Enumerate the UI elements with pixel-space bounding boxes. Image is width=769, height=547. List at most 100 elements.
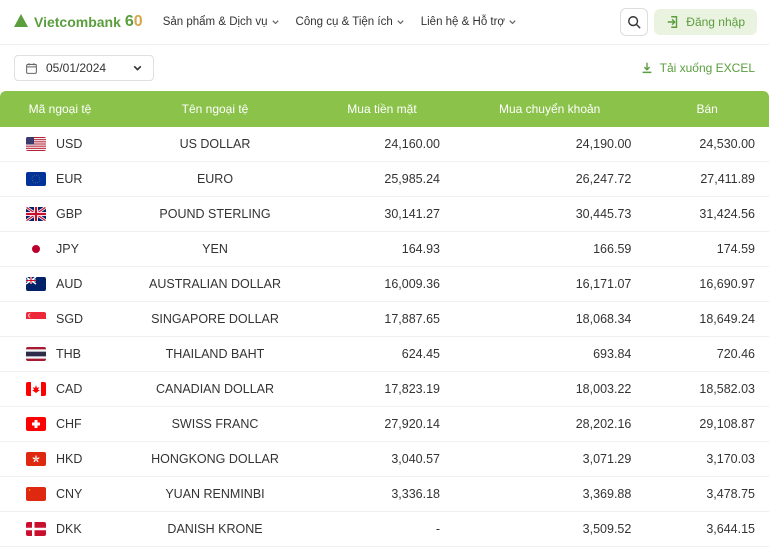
- cell-sell: 24,530.00: [645, 127, 769, 162]
- table-row: CNYYUAN RENMINBI3,336.183,369.883,478.75: [0, 477, 769, 512]
- logo-text: Vietcombank: [34, 14, 121, 30]
- cell-name: POUND STERLING: [120, 197, 310, 232]
- cell-sell: 3,644.15: [645, 512, 769, 547]
- flag-icon: [26, 172, 46, 186]
- cell-cash: 17,823.19: [310, 372, 454, 407]
- cell-name: US DOLLAR: [120, 127, 310, 162]
- flag-icon: [26, 277, 46, 291]
- cell-code: HKD: [0, 442, 120, 477]
- cell-code: USD: [0, 127, 120, 162]
- cell-sell: 31,424.56: [645, 197, 769, 232]
- download-icon: [640, 61, 654, 75]
- cell-name: THAILAND BAHT: [120, 337, 310, 372]
- download-label: Tải xuống EXCEL: [660, 61, 755, 75]
- logo-icon: [12, 13, 30, 31]
- cell-transfer: 166.59: [454, 232, 645, 267]
- cell-name: DANISH KRONE: [120, 512, 310, 547]
- cell-code: CNY: [0, 477, 120, 512]
- flag-icon: [26, 312, 46, 326]
- cell-sell: 3,170.03: [645, 442, 769, 477]
- cell-code: GBP: [0, 197, 120, 232]
- cell-sell: 3,478.75: [645, 477, 769, 512]
- col-code: Mã ngoại tệ: [0, 91, 120, 127]
- flag-icon: [26, 207, 46, 221]
- cell-code: JPY: [0, 232, 120, 267]
- table-body: USDUS DOLLAR24,160.0024,190.0024,530.00E…: [0, 127, 769, 547]
- currency-code: HKD: [56, 452, 82, 466]
- cell-transfer: 3,071.29: [454, 442, 645, 477]
- cell-cash: 24,160.00: [310, 127, 454, 162]
- cell-sell: 18,582.03: [645, 372, 769, 407]
- table-row: DKKDANISH KRONE-3,509.523,644.15: [0, 512, 769, 547]
- cell-cash: 30,141.27: [310, 197, 454, 232]
- cell-sell: 27,411.89: [645, 162, 769, 197]
- table-row: THBTHAILAND BAHT624.45693.84720.46: [0, 337, 769, 372]
- chevron-down-icon: [271, 18, 280, 27]
- cell-transfer: 18,068.34: [454, 302, 645, 337]
- nav-tools[interactable]: Công cụ & Tiện ích: [290, 12, 411, 32]
- table-row: USDUS DOLLAR24,160.0024,190.0024,530.00: [0, 127, 769, 162]
- cell-code: CHF: [0, 407, 120, 442]
- cell-code: SGD: [0, 302, 120, 337]
- cell-sell: 16,690.97: [645, 267, 769, 302]
- cell-code: CAD: [0, 372, 120, 407]
- cell-sell: 29,108.87: [645, 407, 769, 442]
- cell-transfer: 3,509.52: [454, 512, 645, 547]
- currency-code: THB: [56, 347, 81, 361]
- cell-cash: 3,040.57: [310, 442, 454, 477]
- cell-name: SWISS FRANC: [120, 407, 310, 442]
- toolbar: 05/01/2024 Tải xuống EXCEL: [0, 45, 769, 91]
- col-cash: Mua tiền mặt: [310, 91, 454, 127]
- cell-cash: 3,336.18: [310, 477, 454, 512]
- cell-name: AUSTRALIAN DOLLAR: [120, 267, 310, 302]
- nav: Sản phẩm & Dịch vụ Công cụ & Tiện ích Li…: [157, 12, 523, 32]
- col-sell: Bán: [645, 91, 769, 127]
- nav-label: Liên hệ & Hỗ trợ: [421, 16, 505, 28]
- cell-cash: 25,985.24: [310, 162, 454, 197]
- exchange-rate-table: Mã ngoại tệ Tên ngoại tệ Mua tiền mặt Mu…: [0, 91, 769, 547]
- table-row: AUDAUSTRALIAN DOLLAR16,009.3616,171.0716…: [0, 267, 769, 302]
- cell-transfer: 30,445.73: [454, 197, 645, 232]
- download-excel-link[interactable]: Tải xuống EXCEL: [640, 61, 755, 75]
- currency-code: CNY: [56, 487, 82, 501]
- cell-sell: 174.59: [645, 232, 769, 267]
- cell-code: AUD: [0, 267, 120, 302]
- table-row: CHFSWISS FRANC27,920.1428,202.1629,108.8…: [0, 407, 769, 442]
- login-button[interactable]: Đăng nhập: [654, 9, 757, 35]
- cell-code: DKK: [0, 512, 120, 547]
- header: Vietcombank 60 Sản phẩm & Dịch vụ Công c…: [0, 0, 769, 45]
- flag-icon: [26, 347, 46, 361]
- table-row: EUREURO25,985.2426,247.7227,411.89: [0, 162, 769, 197]
- currency-code: CHF: [56, 417, 82, 431]
- cell-cash: 164.93: [310, 232, 454, 267]
- cell-cash: 16,009.36: [310, 267, 454, 302]
- date-value: 05/01/2024: [46, 61, 106, 75]
- table-header: Mã ngoại tệ Tên ngoại tệ Mua tiền mặt Mu…: [0, 91, 769, 127]
- flag-icon: [26, 137, 46, 151]
- cell-name: YEN: [120, 232, 310, 267]
- cell-name: SINGAPORE DOLLAR: [120, 302, 310, 337]
- cell-cash: 17,887.65: [310, 302, 454, 337]
- currency-code: USD: [56, 137, 82, 151]
- search-icon: [627, 15, 641, 29]
- cell-name: HONGKONG DOLLAR: [120, 442, 310, 477]
- nav-products[interactable]: Sản phẩm & Dịch vụ: [157, 12, 286, 32]
- chevron-down-icon: [132, 63, 143, 74]
- cell-name: EURO: [120, 162, 310, 197]
- table-row: CADCANADIAN DOLLAR17,823.1918,003.2218,5…: [0, 372, 769, 407]
- table-row: SGDSINGAPORE DOLLAR17,887.6518,068.3418,…: [0, 302, 769, 337]
- nav-support[interactable]: Liên hệ & Hỗ trợ: [415, 12, 523, 32]
- search-button[interactable]: [620, 8, 648, 36]
- chevron-down-icon: [508, 18, 517, 27]
- cell-name: YUAN RENMINBI: [120, 477, 310, 512]
- chevron-down-icon: [396, 18, 405, 27]
- date-picker[interactable]: 05/01/2024: [14, 55, 154, 81]
- currency-code: JPY: [56, 242, 79, 256]
- logo-badge: 60: [125, 13, 143, 31]
- flag-icon: [26, 487, 46, 501]
- table-row: HKD HONGKONG DOLLAR3,040.573,071.293,170.…: [0, 442, 769, 477]
- login-label: Đăng nhập: [686, 15, 745, 29]
- cell-code: EUR: [0, 162, 120, 197]
- logo[interactable]: Vietcombank 60: [12, 13, 143, 31]
- col-name: Tên ngoại tệ: [120, 91, 310, 127]
